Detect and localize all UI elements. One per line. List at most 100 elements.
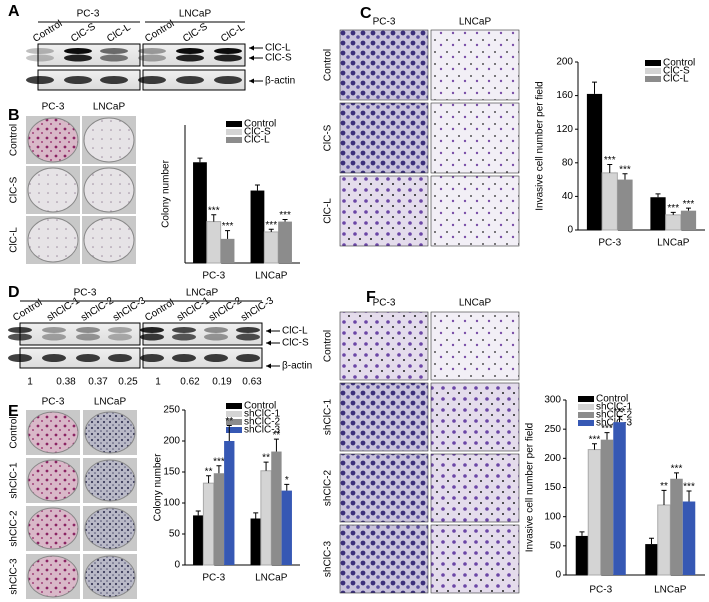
band bbox=[100, 76, 128, 84]
arrow-head bbox=[249, 45, 254, 51]
y-tick-label: 0 bbox=[555, 570, 561, 581]
column-header: LNCaP bbox=[459, 298, 492, 309]
band bbox=[176, 76, 204, 84]
micrograph bbox=[430, 524, 520, 594]
error-bar bbox=[648, 537, 654, 545]
row-label: shClC-2 bbox=[323, 470, 334, 507]
band bbox=[176, 48, 204, 54]
well bbox=[83, 217, 135, 263]
column-header: PC-3 bbox=[373, 298, 396, 309]
well bbox=[27, 167, 79, 213]
micrograph bbox=[430, 102, 520, 174]
lane-label: shClC-2 bbox=[79, 295, 116, 324]
y-tick-label: 150 bbox=[544, 482, 561, 493]
band bbox=[172, 333, 196, 341]
error-bar bbox=[195, 510, 201, 516]
band bbox=[236, 354, 260, 362]
band bbox=[236, 333, 260, 341]
y-tick-label: 80 bbox=[562, 157, 574, 168]
y-tick-label: 50 bbox=[169, 529, 181, 540]
row-label: Control bbox=[9, 416, 20, 448]
significance: *** bbox=[683, 482, 695, 493]
y-tick-label: 0 bbox=[567, 225, 573, 236]
band bbox=[108, 327, 132, 333]
row-label: ClC-L bbox=[9, 227, 20, 253]
significance: ** bbox=[225, 416, 233, 427]
band bbox=[138, 76, 166, 84]
x-tick-label: LNCaP bbox=[657, 238, 690, 249]
band bbox=[214, 54, 242, 62]
bar bbox=[682, 501, 696, 575]
band bbox=[8, 333, 32, 341]
y-tick-label: 100 bbox=[544, 511, 561, 522]
legend-label: Control bbox=[244, 401, 276, 412]
row-label: ClC-S bbox=[323, 124, 334, 151]
band bbox=[204, 354, 228, 362]
band-label: ClC-L bbox=[265, 43, 291, 54]
well bbox=[84, 459, 136, 502]
band bbox=[64, 54, 92, 62]
well bbox=[84, 555, 136, 598]
legend-swatch bbox=[226, 419, 242, 425]
error-bar bbox=[254, 184, 260, 191]
error-bar bbox=[282, 219, 288, 222]
x-tick-label: LNCaP bbox=[255, 271, 288, 282]
error-bar bbox=[225, 230, 231, 239]
x-tick-label: LNCaP bbox=[255, 573, 288, 584]
legend-label: ClC-L bbox=[663, 74, 689, 85]
error-bar bbox=[226, 425, 232, 441]
lane-label: ClC-L bbox=[105, 22, 133, 45]
bar bbox=[278, 221, 292, 263]
error-bar bbox=[253, 512, 259, 519]
bar bbox=[680, 210, 697, 230]
band bbox=[138, 48, 166, 54]
bar bbox=[206, 221, 222, 264]
bar bbox=[645, 544, 658, 575]
significance: ** bbox=[273, 430, 281, 441]
legend-swatch bbox=[645, 60, 661, 66]
error-bar bbox=[607, 163, 613, 173]
blot-image bbox=[37, 43, 141, 67]
band-ratio: 0.19 bbox=[212, 377, 232, 388]
legend-label: ClC-L bbox=[244, 135, 270, 146]
error-bar bbox=[670, 211, 676, 215]
significance: *** bbox=[614, 407, 626, 418]
x-tick-label: PC-3 bbox=[598, 238, 621, 249]
band-label: β-actin bbox=[265, 76, 295, 87]
well bbox=[27, 117, 79, 163]
bar bbox=[260, 470, 272, 566]
significance: ** bbox=[205, 466, 213, 477]
band-ratio: 1 bbox=[27, 377, 33, 388]
legend-swatch bbox=[645, 76, 661, 82]
legend-label: Control bbox=[663, 58, 695, 69]
bar bbox=[586, 93, 603, 230]
row-label: shClC-1 bbox=[9, 462, 20, 499]
y-tick-label: 200 bbox=[544, 453, 561, 464]
bar bbox=[224, 441, 235, 565]
error-bar bbox=[655, 193, 661, 198]
band bbox=[100, 54, 128, 62]
y-tick-label: 120 bbox=[556, 124, 573, 135]
blot-image bbox=[142, 322, 263, 346]
significance: *** bbox=[667, 203, 679, 214]
arrow-head bbox=[266, 328, 271, 334]
significance: *** bbox=[619, 164, 631, 175]
row-label: Control bbox=[323, 49, 334, 81]
panel-label: E bbox=[8, 403, 19, 420]
row-label: shClC-3 bbox=[323, 541, 334, 578]
arrow-head bbox=[266, 363, 271, 369]
error-bar bbox=[674, 472, 680, 479]
band bbox=[140, 327, 164, 333]
micrograph bbox=[339, 175, 429, 247]
micrograph bbox=[339, 453, 429, 523]
band-ratio: 0.25 bbox=[118, 377, 138, 388]
significance: *** bbox=[265, 220, 277, 231]
legend-swatch bbox=[226, 427, 242, 433]
column-header: PC-3 bbox=[42, 102, 65, 113]
legend-label: shClC-1 bbox=[244, 409, 281, 420]
error-bar bbox=[592, 81, 598, 94]
column-header: LNCaP bbox=[93, 102, 126, 113]
lane-label: ClC-S bbox=[69, 21, 98, 45]
error-bar bbox=[622, 173, 628, 180]
y-tick-label: 50 bbox=[550, 540, 562, 551]
